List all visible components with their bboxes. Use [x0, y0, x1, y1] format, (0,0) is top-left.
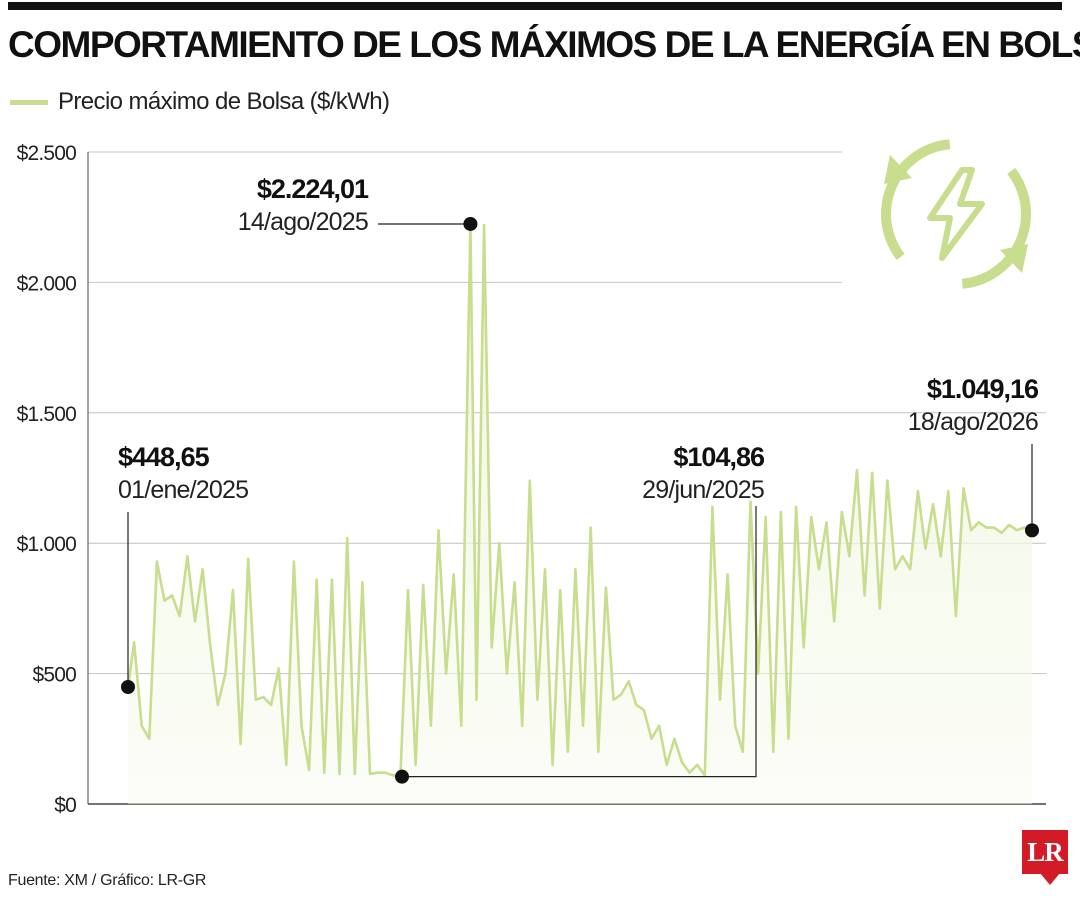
- annotation-value: $104,86: [673, 442, 765, 472]
- y-tick-label: $2.000: [17, 272, 77, 295]
- series-layer: [126, 222, 1033, 804]
- y-axis: $0 $500 $1.000 $1.500 $2.000 $2.500: [17, 142, 89, 817]
- renewable-energy-icon: [881, 138, 1031, 289]
- annotation-value: $448,65: [118, 442, 210, 472]
- annotation-marker: [463, 216, 478, 231]
- annotation-marker: [395, 769, 409, 784]
- lr-logo-box: LR: [1022, 830, 1068, 874]
- annotation-marker: [121, 679, 135, 694]
- series-area: [128, 224, 1032, 804]
- annotation-leader: [402, 506, 757, 778]
- lr-logo-tail: [1040, 873, 1060, 885]
- annotations: $448,65 01/ene/2025 $2.224,01 14/ago/2025 $1…: [118, 174, 1040, 784]
- annotation-date: 01/ene/2025: [118, 476, 248, 504]
- y-tick-label: $500: [32, 664, 76, 687]
- y-tick-label: $0: [54, 794, 76, 817]
- y-tick-label: $1.000: [17, 533, 77, 556]
- lr-logo: LR: [1022, 830, 1068, 886]
- chart-title: COMPORTAMIENTO DE LOS MÁXIMOS DE LA ENER…: [8, 24, 1080, 65]
- top-rule: [8, 2, 1062, 10]
- series-line: [126, 222, 1033, 778]
- annotation-date: 14/ago/2025: [238, 208, 368, 236]
- y-tick-label: $1.500: [17, 403, 77, 426]
- source-note: Fuente: XM / Gráfico: LR-GR: [8, 872, 207, 889]
- annotation-value: $1.049,16: [927, 374, 1039, 404]
- annotation-value: $2.224,01: [257, 174, 369, 204]
- legend-swatch: [10, 99, 48, 105]
- annotation-date: 18/ago/2026: [908, 408, 1038, 436]
- legend-label: Precio máximo de Bolsa ($/kWh): [58, 88, 390, 115]
- annotation-marker: [1025, 523, 1039, 538]
- legend: Precio máximo de Bolsa ($/kWh): [10, 88, 390, 116]
- annotation-date: 29/jun/2025: [642, 476, 764, 504]
- y-tick-label: $2.500: [17, 142, 77, 165]
